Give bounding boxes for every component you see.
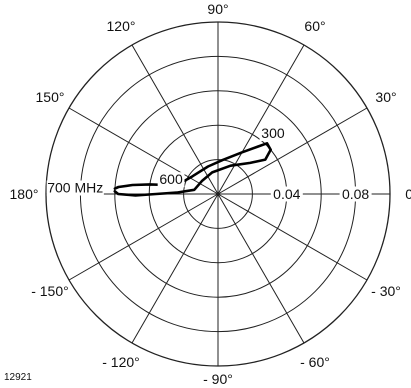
angle-label: - 60° <box>300 354 330 370</box>
angle-label: 120° <box>107 18 136 34</box>
angle-label: 90° <box>207 1 228 17</box>
angle-label: - 120° <box>102 354 140 370</box>
angle-label: 60° <box>304 18 325 34</box>
radial-tick-label: 0.08 <box>342 186 369 202</box>
grid-spoke <box>217 193 305 344</box>
grid-spoke <box>217 193 368 281</box>
annotation-label: 600 <box>159 171 183 187</box>
radial-tick-label-bg <box>339 186 372 202</box>
angle-label: 0° <box>405 186 411 202</box>
grid-spoke <box>217 44 305 195</box>
angle-label: - 150° <box>31 283 69 299</box>
radial-tick-label: 0.04 <box>273 186 300 202</box>
annotation-label: 300 <box>261 125 285 141</box>
grid-spoke <box>217 107 368 195</box>
annotation-bg <box>259 126 287 142</box>
label-layer: 0° 30° 60° 90° 120° 150° 180° - 150° - 120° - 90°… <box>10 1 411 387</box>
figure-id-label: 12921 <box>4 372 32 383</box>
grid-spoke <box>68 193 219 281</box>
annotation-label: 700 MHz <box>47 180 103 196</box>
grid-spoke <box>68 107 219 195</box>
angle-label: 150° <box>36 89 65 105</box>
annotation-bg <box>46 180 104 196</box>
angle-label: 30° <box>375 89 396 105</box>
angle-label: - 30° <box>371 283 401 299</box>
radial-tick-label-bg <box>270 186 303 202</box>
angle-label: 180° <box>10 186 39 202</box>
grid-spoke <box>131 193 219 344</box>
angle-label: - 90° <box>203 371 233 387</box>
annotation-bg <box>157 172 185 188</box>
